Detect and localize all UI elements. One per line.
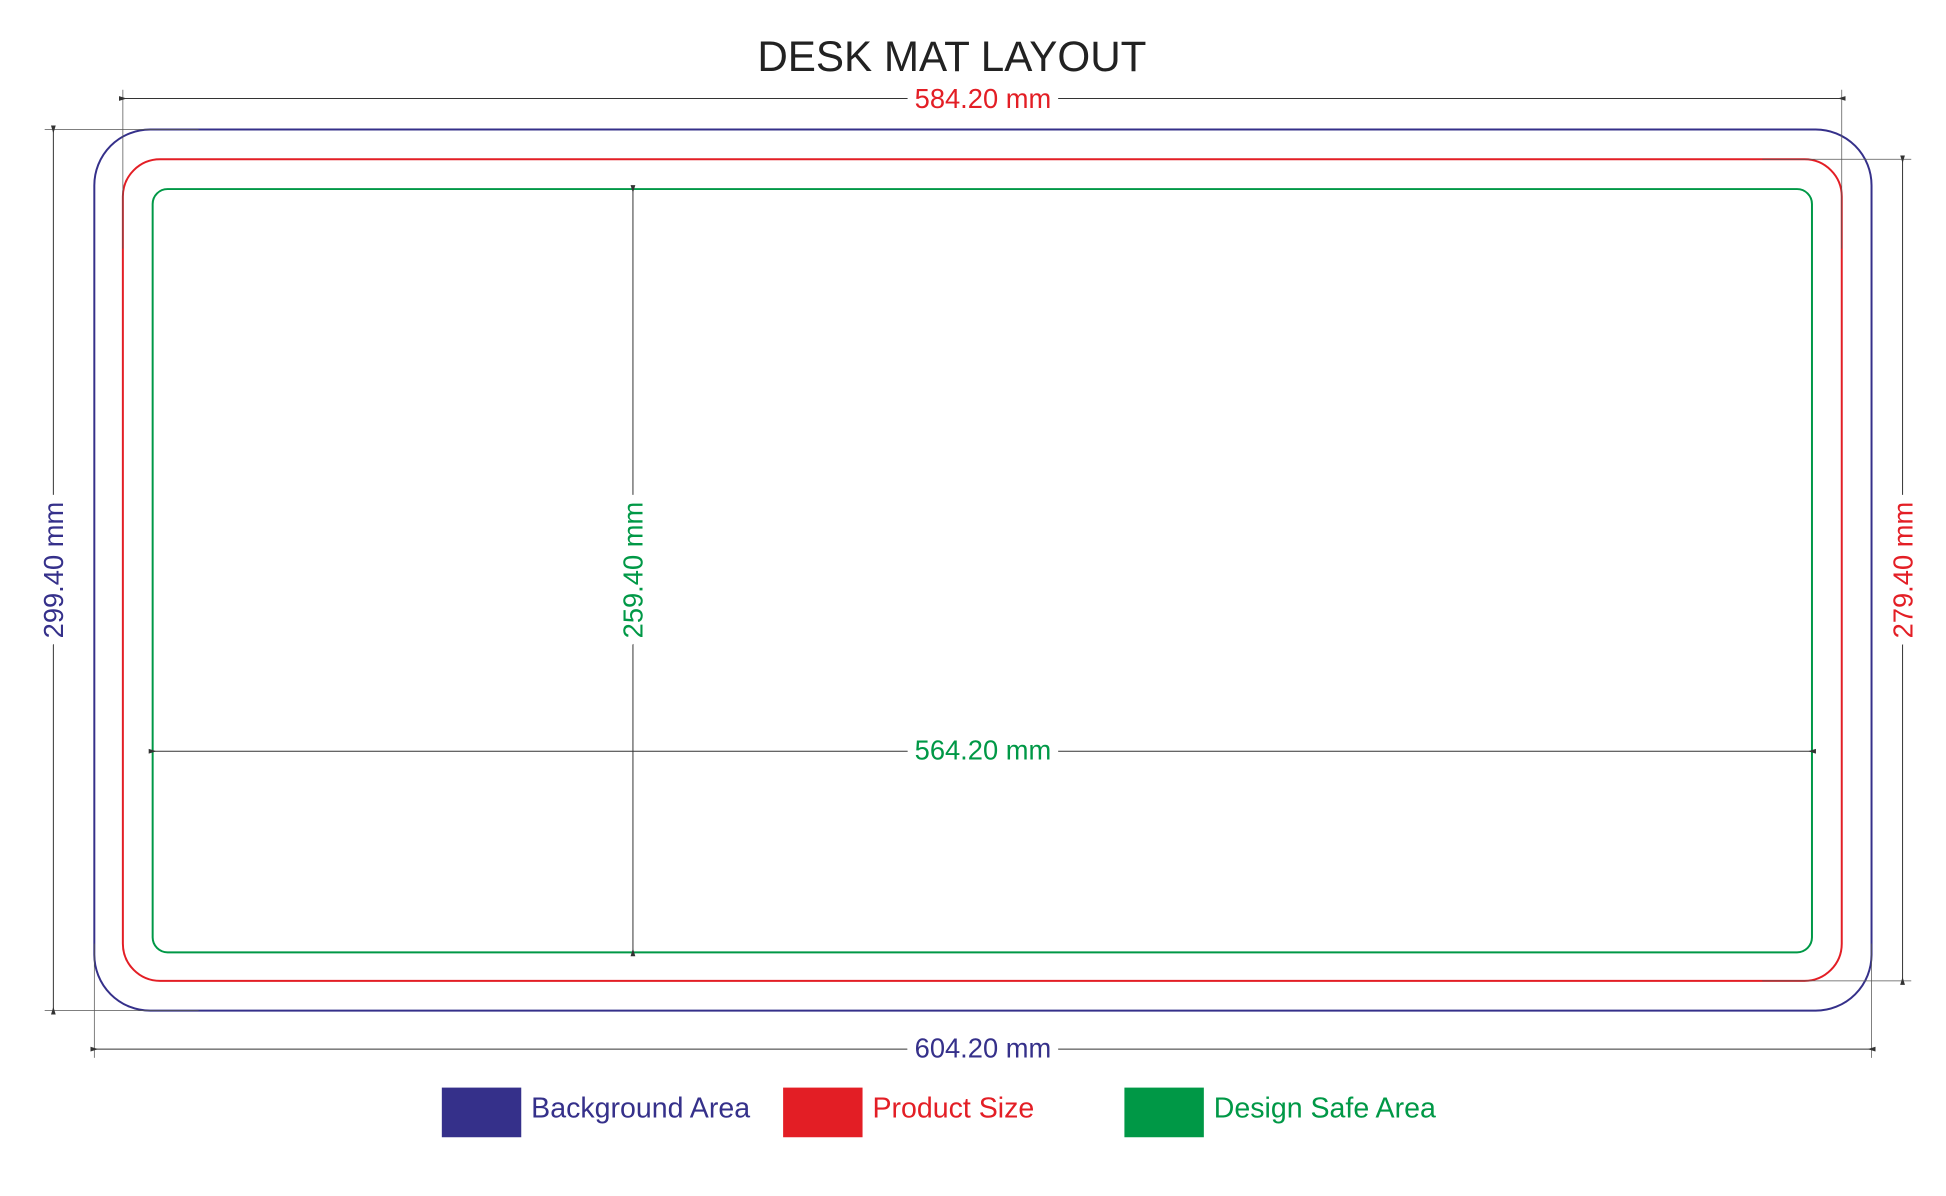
bottom-dimension: 604.20 mm — [915, 1033, 1052, 1064]
legend-label: Design Safe Area — [1214, 1092, 1436, 1124]
right-dimension: 279.40 mm — [1887, 502, 1918, 639]
legend-label: Product Size — [872, 1092, 1034, 1124]
design-safe-outline — [151, 188, 1813, 954]
extension-lines — [44, 89, 1912, 1058]
inner-width-dimension: 564.20 mm — [915, 735, 1052, 766]
legend-swatch — [441, 1087, 522, 1138]
left-dimension: 299.40 mm — [38, 502, 69, 639]
title: DESK MAT LAYOUT — [757, 33, 1146, 80]
background-area-outline — [93, 128, 1873, 1012]
legend-swatch — [783, 1087, 863, 1138]
top-dimension: 584.20 mm — [915, 83, 1052, 114]
legend-swatch — [1124, 1087, 1204, 1138]
legend-label: Background Area — [531, 1092, 750, 1124]
legend: Background Area Product Size Design Safe A… — [441, 1087, 1436, 1138]
inner-height-dimension: 259.40 mm — [618, 502, 649, 639]
product-size-outline — [121, 158, 1843, 982]
